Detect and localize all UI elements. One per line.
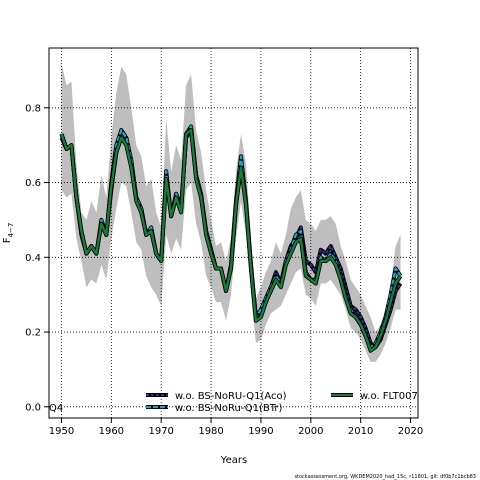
y-axis-title-sub: 4−7: [7, 223, 15, 238]
y-tick-label: 0.2: [25, 328, 41, 339]
x-tick-label: 1960: [99, 426, 124, 437]
plot-frame: [48, 47, 419, 419]
x-axis-title: Years: [220, 455, 247, 466]
x-tick-label: 1990: [248, 426, 273, 437]
y-axis: 0.0 0.2 0.4 0.6 0.8: [25, 103, 49, 413]
x-tick-label: 1980: [198, 426, 223, 437]
x-axis: 1950 1960 1970 1980 1990 2000 2010 2020: [49, 418, 423, 437]
y-axis-title-main: F: [2, 237, 13, 243]
footer-note: stockassessment.org, WKDEM2020_had_15c, …: [294, 474, 476, 480]
legend-label-flt007: w.o. FLT007: [360, 391, 418, 402]
legend-label-aco: w.o. BS-NoRU-Q1(Aco): [175, 391, 287, 402]
series-line-flt007: [60, 129, 402, 352]
x-tick-label: 2000: [298, 426, 323, 437]
x-tick-label: 2020: [398, 426, 423, 437]
x-tick-label: 1950: [49, 426, 74, 437]
confidence-band-layer: [61, 62, 401, 362]
legend-label-btr: w.o. BS-NoRu-Q1(BTr): [175, 403, 283, 414]
y-tick-label: 0.8: [25, 103, 41, 114]
y-tick-label: 0.6: [25, 178, 41, 189]
x-tick-label: 2010: [348, 426, 373, 437]
legend: w.o. BS-NoRU-Q1(Aco) w.o. BS-NoRu-Q1(BTr…: [146, 391, 418, 414]
x-tick-label: 1970: [148, 426, 173, 437]
confidence-band: [61, 62, 401, 362]
series-layer: [59, 124, 403, 353]
corner-label: Q4: [49, 403, 63, 414]
y-tick-label: 0.4: [25, 253, 41, 264]
y-axis-title: F4−7: [2, 223, 15, 244]
y-tick-label: 0.0: [25, 402, 41, 413]
